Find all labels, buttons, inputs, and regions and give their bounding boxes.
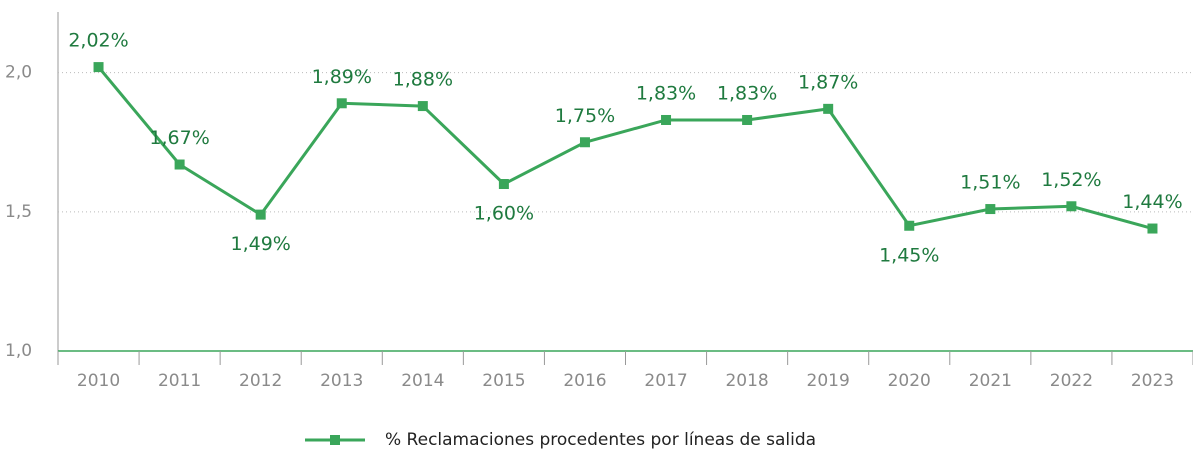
point [93,62,104,73]
x-tick-label: 2015 [482,371,525,391]
x-tick-label: 2011 [158,371,201,391]
x-tick-label: 2020 [888,371,931,391]
data-label: 2,02% [68,30,128,52]
data-label: 1,52% [1041,169,1101,191]
x-tick-label: 2010 [77,371,120,391]
legend-label: % Reclamaciones procedentes por líneas d… [385,430,816,450]
legend-marker [330,435,340,445]
point [1066,201,1077,212]
x-tick-label: 2017 [644,371,687,391]
data-label: 1,87% [798,71,858,93]
point [904,220,915,231]
point [742,114,753,125]
point [579,137,590,148]
point [985,204,996,215]
y-tick-label: 2,0 [5,63,32,83]
data-label: 1,88% [393,69,453,91]
data-label: 1,44% [1122,191,1182,213]
data-label: 1,49% [230,233,290,255]
data-label: 1,83% [636,82,696,104]
x-tick-label: 2013 [320,371,363,391]
data-label: 1,67% [149,127,209,149]
point [255,209,266,220]
data-label: 1,60% [474,203,534,225]
data-label: 1,83% [717,82,777,104]
data-label: 1,51% [960,172,1020,194]
point [336,98,347,109]
data-label: 1,75% [555,105,615,127]
line [97,66,1153,230]
x-tick-label: 2018 [725,371,768,391]
x-tick-label: 2016 [563,371,606,391]
x-tick-label: 2014 [401,371,444,391]
y-tick-label: 1,0 [5,341,32,361]
x-tick-label: 2023 [1131,371,1174,391]
point [661,114,672,125]
point [498,179,509,189]
x-tick-label: 2019 [807,371,850,391]
point [1147,223,1158,234]
data-label: 1,45% [879,244,939,266]
x-tick-label: 2022 [1050,371,1093,391]
x-tick-label: 2012 [239,371,282,391]
x-tick-label: 2021 [969,371,1012,391]
data-label: 1,89% [312,66,372,88]
y-tick-label: 1,5 [5,202,32,222]
point [417,101,428,112]
point [174,159,185,170]
point [823,103,834,114]
